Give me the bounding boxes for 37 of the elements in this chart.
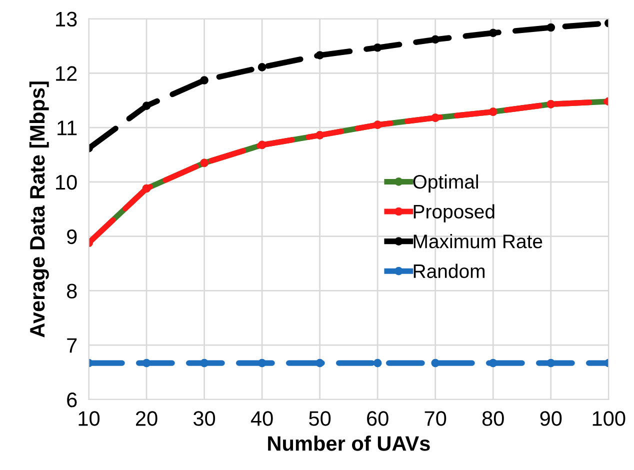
- point: [316, 358, 324, 368]
- y-tick-label: 6: [67, 392, 77, 408]
- x-tick-label: 60: [367, 411, 388, 426]
- y-tick-label: 8: [66, 284, 77, 298]
- point: [488, 28, 498, 38]
- y-tick-label: 11: [58, 120, 77, 136]
- x-tick-label: 20: [136, 411, 158, 426]
- point: [258, 358, 266, 368]
- legend-label: Proposed: [414, 204, 494, 222]
- legend-label: Optimal: [413, 174, 478, 193]
- y-axis-title: Average Data Rate [Mbps]: [29, 82, 49, 338]
- x-tick-label: 30: [194, 411, 216, 426]
- x-tick-label: 70: [424, 411, 446, 426]
- point: [373, 358, 382, 368]
- x-axis-title: Number of UAVs: [268, 436, 430, 451]
- y-tick-label: 12: [56, 66, 77, 81]
- point: [142, 102, 151, 110]
- legend-label: Maximum Rate: [414, 234, 542, 248]
- y-tick-label: 7: [67, 338, 77, 353]
- point: [200, 76, 208, 84]
- point: [373, 43, 382, 52]
- y-tick-label: 13: [56, 12, 77, 27]
- x-tick-label: 80: [482, 411, 504, 426]
- point: [200, 358, 208, 368]
- point: [546, 23, 556, 32]
- point: [316, 51, 324, 60]
- x-tick-label: 40: [250, 411, 273, 426]
- point: [431, 35, 440, 44]
- legend-label: Random: [414, 264, 484, 278]
- x-tick-label: 50: [309, 411, 331, 426]
- x-tick-label: 100: [592, 411, 626, 426]
- point: [142, 358, 151, 368]
- point: [258, 63, 266, 72]
- y-tick-label: 10: [56, 174, 77, 190]
- x-tick-label: 90: [540, 411, 562, 426]
- y-tick-label: 9: [67, 229, 77, 244]
- x-tick-label: 10: [78, 411, 100, 426]
